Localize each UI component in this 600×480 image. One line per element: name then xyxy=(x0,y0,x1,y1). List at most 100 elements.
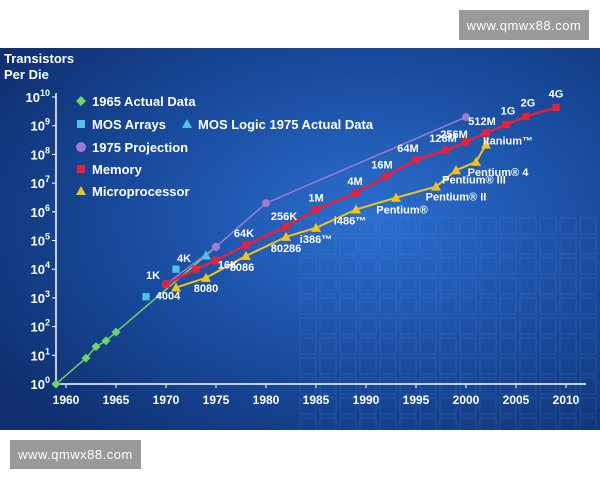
grid-cell xyxy=(399,257,417,275)
grid-cell xyxy=(419,317,437,335)
grid-cell xyxy=(299,257,317,275)
grid-cell xyxy=(339,317,357,335)
grid-cell xyxy=(559,397,577,415)
data-label-4004: 4004 xyxy=(156,291,181,303)
grid-cell xyxy=(319,237,337,255)
marker-1965-actual-data-1963 xyxy=(91,342,101,352)
grid-cell xyxy=(359,277,377,295)
marker-memory-256m xyxy=(462,138,470,146)
marker-memory-64k xyxy=(242,241,250,249)
data-label-2g: 2G xyxy=(521,97,536,109)
grid-cell xyxy=(439,317,457,335)
marker-memory-4k xyxy=(192,265,200,273)
grid-cell xyxy=(319,337,337,355)
marker-1975-projection-1980 xyxy=(262,199,270,208)
grid-cell xyxy=(479,237,497,255)
grid-cell xyxy=(419,217,437,235)
transistor-chart: 1960 1965 1970 1975 1980 1985 1990 1995 2000 2005… xyxy=(0,48,600,430)
marker-memory-16k xyxy=(212,256,220,265)
grid-cell xyxy=(519,357,537,375)
x-tick-label-1975: 1975 xyxy=(203,393,230,407)
marker-1965-actual-data-1959 xyxy=(51,379,61,389)
grid-cell xyxy=(339,397,357,415)
data-label-128m: 128M xyxy=(429,133,457,145)
marker-microprocessor-8080 xyxy=(201,272,211,282)
grid-cell xyxy=(379,297,397,315)
grid-cell xyxy=(459,277,477,295)
watermark-top: www.qmwx88.com xyxy=(459,10,589,40)
series-markers xyxy=(51,103,560,389)
legend-label-1975-projection: 1975 Projection xyxy=(92,140,188,155)
grid-cell xyxy=(359,237,377,255)
grid-cell xyxy=(379,357,397,375)
grid-cell xyxy=(379,217,397,235)
grid-cell xyxy=(419,357,437,375)
legend-label-1965-actual-data: 1965 Actual Data xyxy=(92,94,196,109)
grid-cell xyxy=(319,397,337,415)
grid-cell xyxy=(499,257,517,275)
x-tick-label-2010: 2010 xyxy=(553,393,580,407)
grid-cell xyxy=(519,257,537,275)
grid-cell xyxy=(559,317,577,335)
y-axis-title-line2: Per Die xyxy=(4,67,49,82)
marker-mos-arrays-1971 xyxy=(172,265,180,273)
grid-cell xyxy=(319,417,337,430)
grid-cell xyxy=(539,397,557,415)
grid-cell xyxy=(579,237,597,255)
grid-cell xyxy=(559,277,577,295)
grid-cell xyxy=(519,317,537,335)
background-grid xyxy=(299,217,597,430)
legend-marker-mos-logic-1975-actual-data xyxy=(182,119,192,128)
grid-cell xyxy=(439,417,457,430)
marker-microprocessor-i486 xyxy=(351,204,361,214)
grid-cell xyxy=(299,397,317,415)
data-label-i386: i386™ xyxy=(300,234,332,246)
marker-memory-4g xyxy=(552,103,560,112)
marker-microprocessor-pentium-4 xyxy=(471,156,481,166)
grid-cell xyxy=(539,357,557,375)
legend-marker-mos-arrays xyxy=(77,120,85,128)
grid-cell xyxy=(319,357,337,375)
grid-cell xyxy=(519,217,537,235)
grid-cell xyxy=(439,357,457,375)
grid-cell xyxy=(419,417,437,430)
grid-cell xyxy=(479,297,497,315)
y-axis-title-line1: Transistors xyxy=(4,51,74,66)
grid-cell xyxy=(579,257,597,275)
grid-cell xyxy=(359,217,377,235)
legend-label-memory: Memory xyxy=(92,162,143,177)
grid-cell xyxy=(539,377,557,395)
grid-cell xyxy=(539,417,557,430)
marker-1975-projection-1975 xyxy=(212,242,220,251)
grid-cell xyxy=(499,337,517,355)
grid-cell xyxy=(579,357,597,375)
grid-cell xyxy=(419,397,437,415)
grid-cell xyxy=(479,217,497,235)
data-label-4k: 4K xyxy=(177,253,191,265)
grid-cell xyxy=(559,257,577,275)
grid-cell xyxy=(399,217,417,235)
grid-cell xyxy=(479,377,497,395)
data-label-itanium: Itanium™ xyxy=(483,136,533,148)
grid-cell xyxy=(359,257,377,275)
grid-cell xyxy=(579,217,597,235)
grid-cell xyxy=(379,417,397,430)
grid-cell xyxy=(359,337,377,355)
grid-cell xyxy=(539,337,557,355)
data-label-1k: 1K xyxy=(146,270,160,282)
legend-label-mos-arrays: MOS Arrays xyxy=(92,117,166,132)
grid-cell xyxy=(319,257,337,275)
data-label-8080: 8080 xyxy=(194,283,218,295)
grid-cell xyxy=(419,257,437,275)
grid-cell xyxy=(519,417,537,430)
marker-microprocessor-pentium-ii xyxy=(431,181,441,191)
marker-microprocessor-4004 xyxy=(171,282,181,292)
grid-cell xyxy=(379,377,397,395)
data-label-256k: 256K xyxy=(271,211,297,223)
x-tick-label-1990: 1990 xyxy=(353,393,380,407)
grid-cell xyxy=(419,297,437,315)
grid-cell xyxy=(479,357,497,375)
data-label-256m: 256M xyxy=(440,129,468,141)
legend-marker-1975-projection xyxy=(76,142,86,152)
